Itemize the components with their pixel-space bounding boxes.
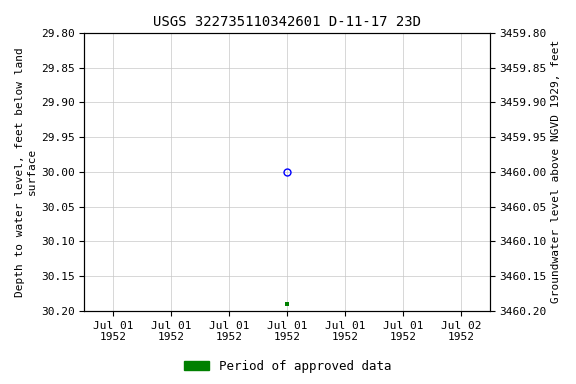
Y-axis label: Groundwater level above NGVD 1929, feet: Groundwater level above NGVD 1929, feet [551, 40, 561, 303]
Legend: Period of approved data: Period of approved data [179, 355, 397, 378]
Title: USGS 322735110342601 D-11-17 23D: USGS 322735110342601 D-11-17 23D [153, 15, 421, 29]
Y-axis label: Depth to water level, feet below land
surface: Depth to water level, feet below land su… [15, 47, 37, 297]
